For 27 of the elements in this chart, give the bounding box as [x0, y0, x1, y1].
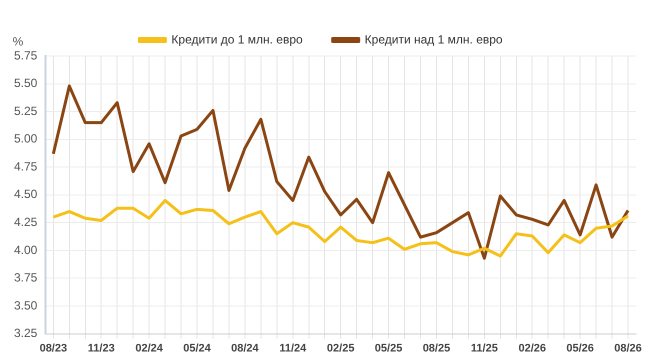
y-tick-label: 3.25	[14, 326, 38, 340]
y-tick-label: 5.25	[14, 104, 38, 118]
y-tick-label: 4.00	[14, 242, 38, 257]
x-tick-label: 11/24	[279, 342, 308, 354]
y-tick-label: 5.50	[14, 76, 38, 90]
legend-label: Кредити до 1 млн. евро	[171, 32, 304, 46]
y-tick-label: 3.50	[14, 298, 38, 312]
y-tick-label: 4.75	[14, 159, 38, 174]
y-tick-label: 4.25	[14, 214, 38, 229]
x-tick-label: 08/23	[40, 342, 68, 354]
x-tick-label: 08/25	[422, 342, 450, 354]
y-tick-label: 3.75	[14, 270, 38, 285]
x-tick-label: 02/25	[326, 342, 354, 354]
y-tick-label: 5.00	[14, 132, 38, 146]
legend-label: Кредити над 1 млн. евро	[364, 32, 503, 46]
y-tick-label: 5.75	[14, 48, 38, 62]
y-tick-label: 4.50	[14, 187, 38, 202]
y-axis-title: %	[12, 34, 24, 48]
x-tick-label: 08/24	[231, 342, 260, 354]
x-tick-label: 05/26	[566, 342, 594, 354]
x-tick-label: 05/25	[374, 342, 402, 354]
x-tick-label: 11/25	[470, 342, 498, 354]
x-tick-label: 02/26	[518, 342, 546, 354]
x-tick-label: 11/23	[88, 342, 115, 354]
x-tick-label: 08/26	[614, 342, 642, 354]
x-tick-label: 02/24	[135, 342, 164, 354]
x-tick-label: 05/24	[183, 342, 212, 354]
